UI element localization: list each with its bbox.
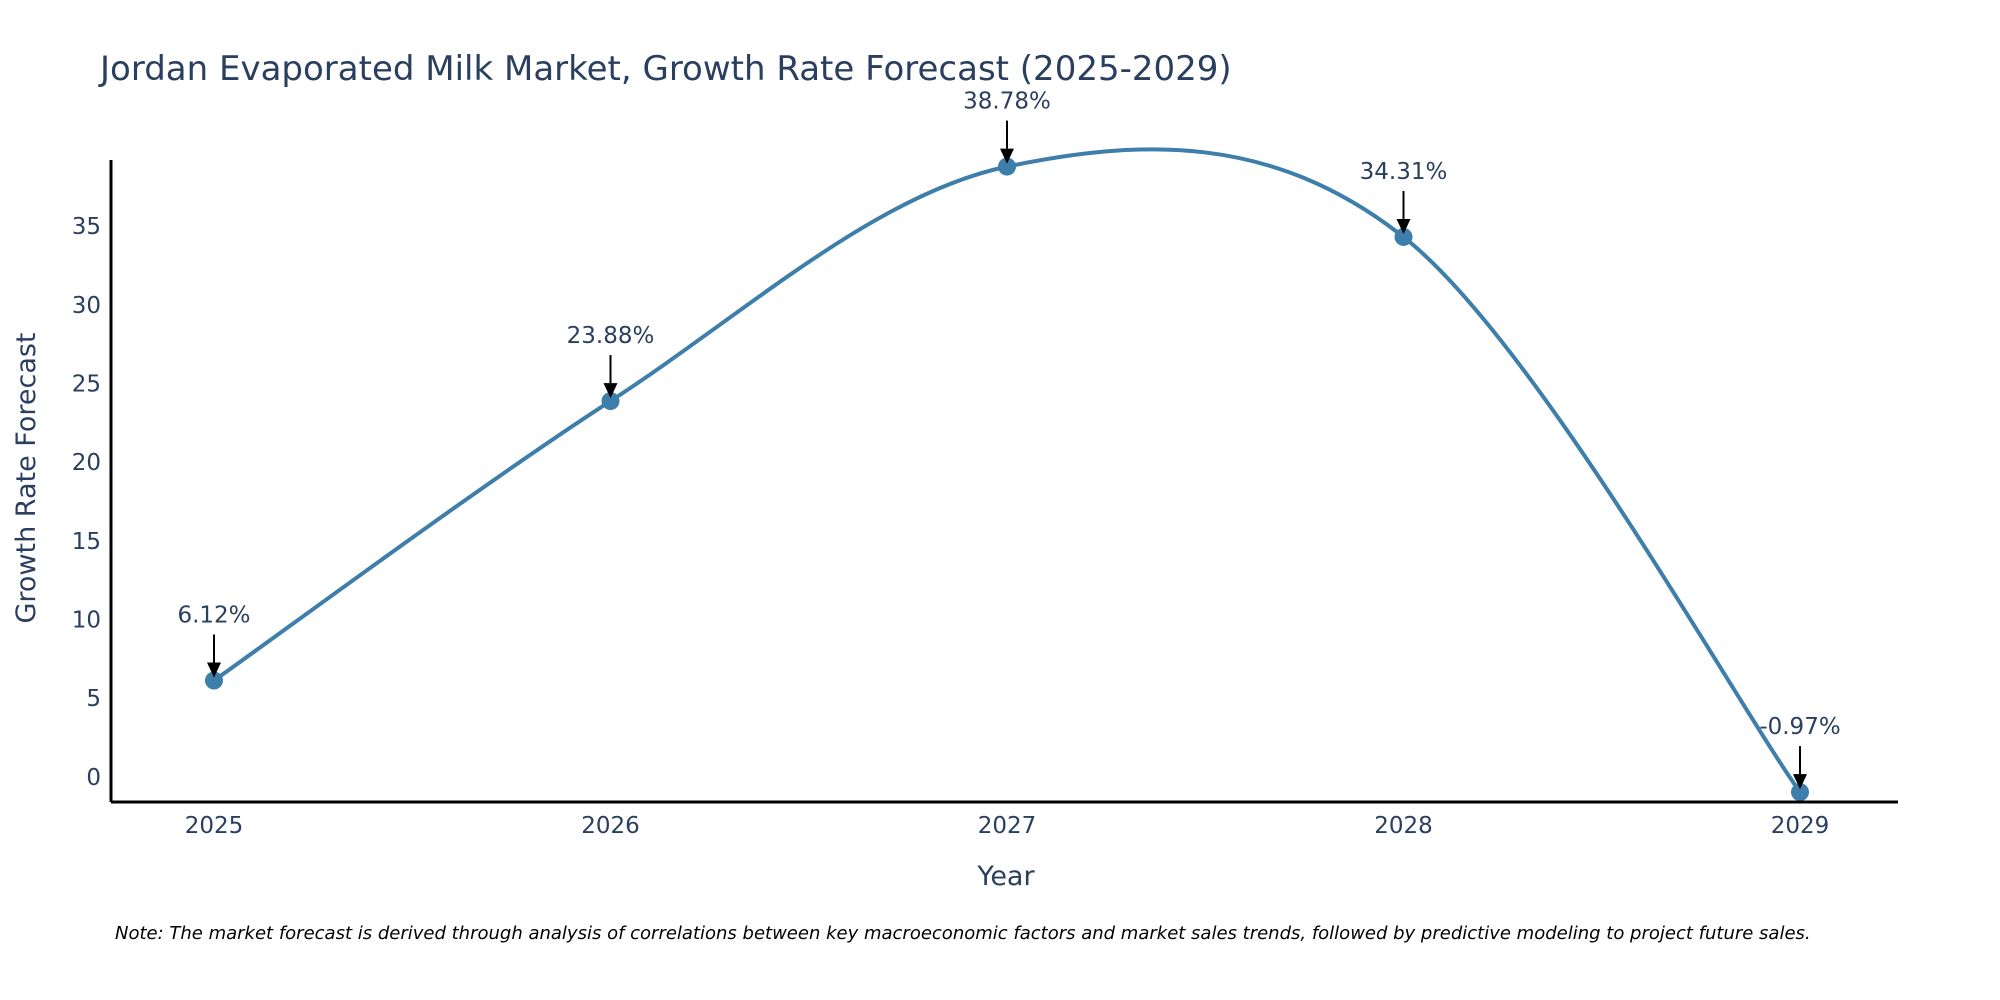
x-axis-ticks: 2025 2026 2027 2028 2029 [185, 813, 1830, 839]
y-tick-label: 30 [72, 293, 101, 319]
y-tick-label: 5 [86, 686, 101, 712]
x-tick-label: 2028 [1374, 813, 1433, 839]
data-point [601, 392, 620, 411]
x-tick-label: 2025 [185, 813, 244, 839]
chart-title: Jordan Evaporated Milk Market, Growth Ra… [98, 49, 1232, 89]
annotation-arrow-head [603, 383, 618, 399]
data-point [1394, 227, 1413, 246]
x-tick-label: 2027 [978, 813, 1037, 839]
y-tick-label: 35 [72, 214, 101, 240]
footnote: Note: The market forecast is derived thr… [115, 923, 1811, 944]
annotation-arrow-head [1396, 218, 1411, 234]
data-point [205, 671, 223, 690]
y-tick-label: 10 [72, 607, 101, 633]
data-points [205, 157, 1809, 802]
x-tick-label: 2029 [1771, 813, 1830, 839]
y-tick-label: 25 [72, 371, 101, 397]
data-label: 6.12% [177, 603, 250, 629]
data-label: 38.78% [963, 89, 1051, 115]
data-point [1791, 783, 1809, 802]
annotation-arrow-head [207, 662, 221, 678]
annotation-arrow-head [1793, 774, 1807, 790]
annotation-arrow-head [1000, 148, 1014, 164]
x-tick-label: 2026 [581, 813, 640, 839]
series-line [212, 147, 1802, 794]
data-annotations: 6.12% 23.88% 38.78% 34.31% -0.97% [177, 89, 1841, 790]
y-tick-label: 15 [72, 529, 101, 555]
y-axis-ticks: 0 5 10 15 20 25 30 35 [72, 214, 101, 791]
y-axis-title: Growth Rate Forecast [11, 332, 42, 623]
x-axis-title: Year [976, 861, 1035, 892]
data-label: -0.97% [1759, 714, 1840, 740]
data-label: 23.88% [567, 323, 655, 349]
y-tick-label: 0 [86, 765, 101, 791]
data-point [998, 157, 1016, 176]
y-tick-label: 20 [72, 450, 101, 476]
data-label: 34.31% [1360, 159, 1448, 185]
